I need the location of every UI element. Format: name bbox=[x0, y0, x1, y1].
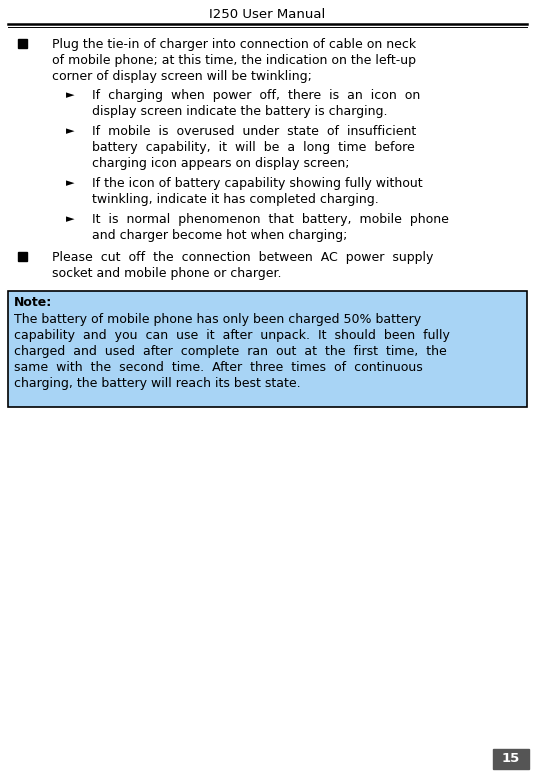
Bar bbox=[493, 749, 529, 769]
Text: socket and mobile phone or charger.: socket and mobile phone or charger. bbox=[52, 267, 281, 280]
Text: same  with  the  second  time.  After  three  times  of  continuous: same with the second time. After three t… bbox=[14, 361, 423, 374]
Text: The battery of mobile phone has only been charged 50% battery: The battery of mobile phone has only bee… bbox=[14, 313, 421, 326]
Text: If  charging  when  power  off,  there  is  an  icon  on: If charging when power off, there is an … bbox=[92, 89, 421, 102]
Text: If the icon of battery capability showing fully without: If the icon of battery capability showin… bbox=[92, 177, 423, 190]
Text: Plug the tie-in of charger into connection of cable on neck: Plug the tie-in of charger into connecti… bbox=[52, 38, 416, 51]
Text: and charger become hot when charging;: and charger become hot when charging; bbox=[92, 229, 347, 242]
Text: charging icon appears on display screen;: charging icon appears on display screen; bbox=[92, 157, 349, 170]
Text: ►: ► bbox=[66, 90, 74, 100]
Bar bbox=[18, 252, 27, 261]
Text: charging, the battery will reach its best state.: charging, the battery will reach its bes… bbox=[14, 377, 301, 390]
Text: capability  and  you  can  use  it  after  unpack.  It  should  been  fully: capability and you can use it after unpa… bbox=[14, 329, 450, 342]
Text: of mobile phone; at this time, the indication on the left-up: of mobile phone; at this time, the indic… bbox=[52, 54, 416, 67]
Text: It  is  normal  phenomenon  that  battery,  mobile  phone: It is normal phenomenon that battery, mo… bbox=[92, 213, 449, 226]
Text: If  mobile  is  overused  under  state  of  insufficient: If mobile is overused under state of ins… bbox=[92, 125, 416, 138]
Text: ►: ► bbox=[66, 214, 74, 224]
Text: display screen indicate the battery is charging.: display screen indicate the battery is c… bbox=[92, 105, 387, 118]
Text: corner of display screen will be twinkling;: corner of display screen will be twinkli… bbox=[52, 70, 312, 83]
Bar bbox=[18, 39, 27, 48]
Text: I250 User Manual: I250 User Manual bbox=[209, 8, 326, 21]
Text: Note:: Note: bbox=[14, 296, 52, 309]
Text: ►: ► bbox=[66, 126, 74, 136]
Text: ►: ► bbox=[66, 178, 74, 188]
Text: charged  and  used  after  complete  ran  out  at  the  first  time,  the: charged and used after complete ran out … bbox=[14, 345, 447, 358]
FancyBboxPatch shape bbox=[8, 291, 527, 407]
Text: Please  cut  off  the  connection  between  AC  power  supply: Please cut off the connection between AC… bbox=[52, 251, 433, 264]
Text: twinkling, indicate it has completed charging.: twinkling, indicate it has completed cha… bbox=[92, 193, 379, 206]
Text: battery  capability,  it  will  be  a  long  time  before: battery capability, it will be a long ti… bbox=[92, 141, 415, 154]
Text: 15: 15 bbox=[502, 753, 520, 766]
